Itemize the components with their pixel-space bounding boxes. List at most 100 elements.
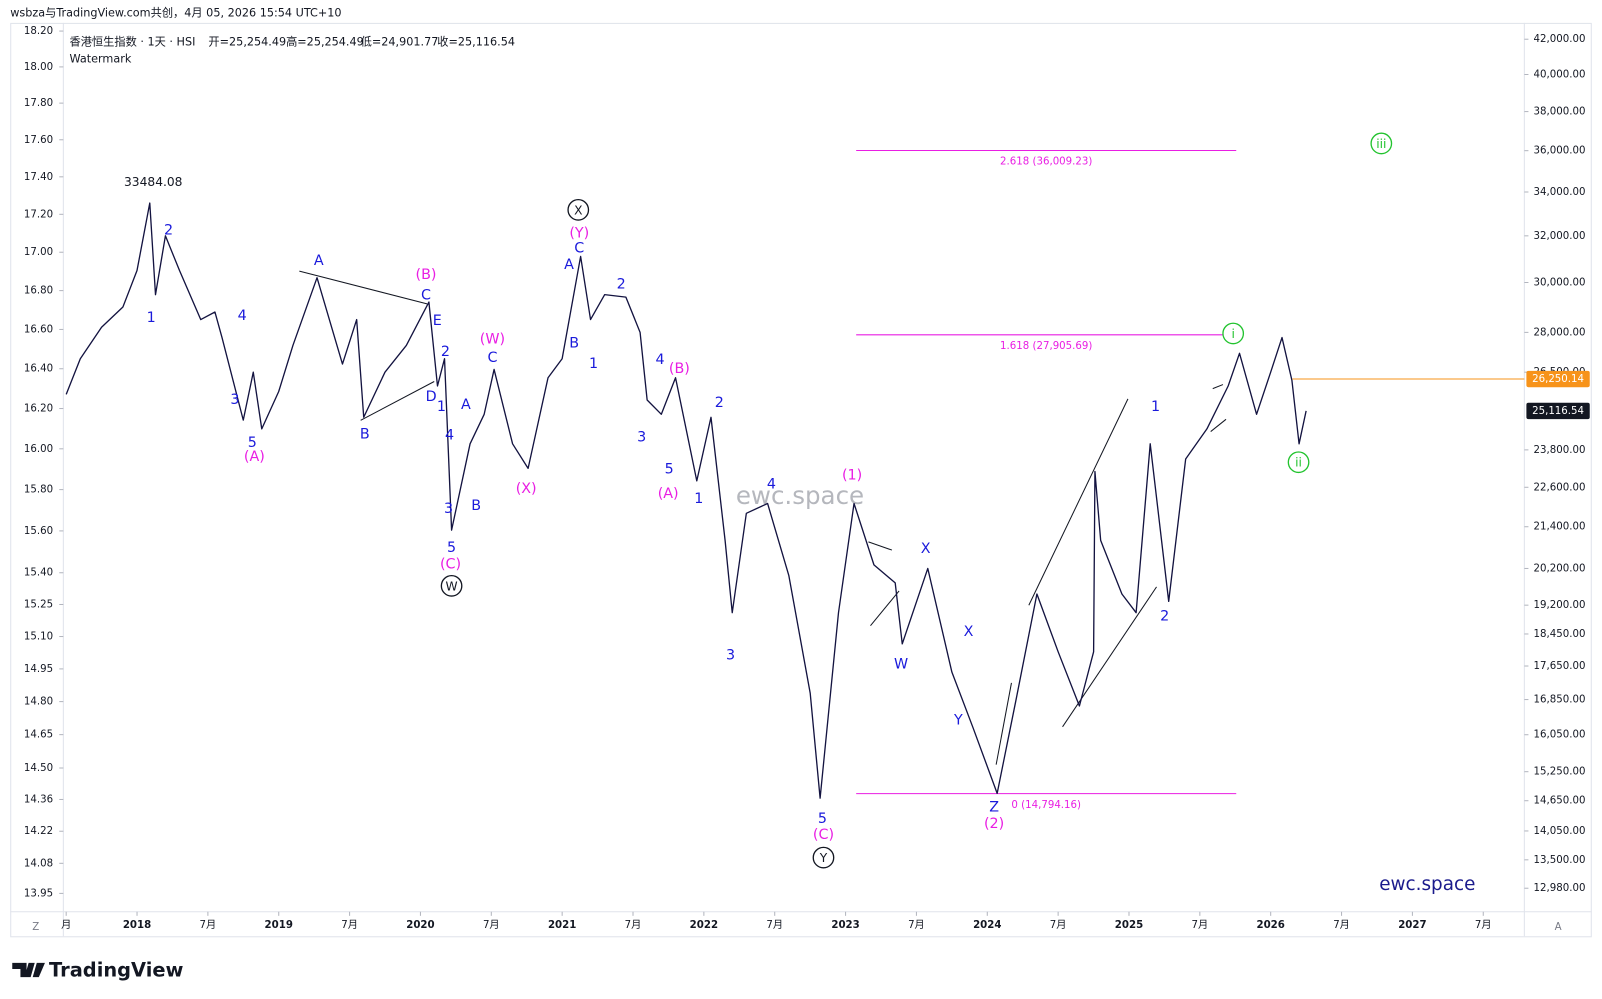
- wave-label: X: [921, 541, 931, 557]
- fib-label: 2.618 (36,009.23): [1000, 157, 1092, 168]
- wave-label: C: [574, 241, 584, 257]
- wave-label: B: [471, 498, 481, 514]
- button[interactable]: A: [1555, 922, 1562, 933]
- wave-label: B: [360, 427, 370, 443]
- y2-tick-label: 14.65: [24, 730, 53, 741]
- button[interactable]: Z: [32, 922, 39, 933]
- wave-label: 2: [715, 395, 724, 411]
- wave-circle: [1370, 132, 1393, 155]
- wave-label: 3: [230, 392, 239, 408]
- wave-label: W: [894, 657, 908, 673]
- x-tick-label: 2023: [831, 920, 859, 931]
- x-tick-label: 7月: [625, 919, 642, 931]
- y2-tick-label: 18.20: [24, 26, 53, 37]
- price-label-box: [1526, 402, 1590, 420]
- wave-label: C: [487, 350, 497, 366]
- wave-label: i: [1231, 327, 1234, 341]
- price-label: 26,250.14: [1532, 374, 1584, 385]
- wave-label: 3: [726, 647, 735, 663]
- y-tick-label: 19,200.00: [1534, 600, 1586, 611]
- ohlc: 收=25,116.54: [437, 34, 515, 48]
- y2-tick-label: 14.08: [24, 858, 53, 869]
- y2-tick-label: 16.60: [24, 324, 53, 335]
- wave-label: Y: [819, 851, 828, 865]
- y2-tick-label: 15.25: [24, 599, 53, 610]
- wave-label: 2: [1160, 608, 1169, 624]
- wave-label: (1): [842, 467, 862, 483]
- wave-label: 4: [655, 352, 664, 368]
- price-label-box: [1526, 370, 1590, 388]
- wave-label: 2: [441, 344, 450, 360]
- wave-label: (C): [440, 556, 461, 572]
- y2-tick-label: 17.60: [24, 135, 53, 146]
- logo-icon: [12, 962, 45, 978]
- wave-label: 3: [637, 430, 646, 446]
- wave-label: 5: [665, 461, 674, 477]
- trendline: [1210, 418, 1227, 432]
- ohlc: 开=25,254.49: [208, 35, 286, 48]
- y-tick-label: 16,850.00: [1534, 695, 1586, 706]
- x-tick-label: 月: [61, 919, 71, 931]
- wave-label: (B): [416, 267, 437, 283]
- price-line: [65, 202, 1307, 799]
- wave-label: D: [426, 389, 437, 405]
- x-tick-label: 7月: [1475, 919, 1492, 931]
- trendline: [870, 590, 900, 627]
- ohlc: 高=25,254.49: [286, 34, 364, 48]
- wave-label: 1: [589, 356, 598, 372]
- wave-circle: [567, 198, 590, 221]
- y-tick-label: 13,500.00: [1534, 855, 1586, 866]
- y2-tick-label: 14.95: [24, 664, 53, 675]
- y-tick-label: 28,000.00: [1534, 327, 1586, 338]
- y2-tick-label: 16.40: [24, 364, 53, 375]
- wave-label: 4: [445, 428, 454, 444]
- trendline: [299, 270, 428, 305]
- y-tick-label: 14,650.00: [1534, 796, 1586, 807]
- trendline: [1212, 384, 1224, 390]
- x-tick-label: 7月: [908, 919, 925, 931]
- logo-text: TradingView: [49, 959, 184, 982]
- wave-label: 1: [694, 491, 703, 507]
- fib-label: 1.618 (27,905.69): [1000, 341, 1092, 352]
- wave-label: (B): [669, 361, 690, 377]
- y-tick-label: 16,050.00: [1534, 730, 1586, 741]
- wave-label: (A): [658, 486, 679, 502]
- wave-label: 5: [447, 540, 456, 556]
- y2-tick-label: 17.00: [24, 247, 53, 258]
- wave-circle: [440, 574, 463, 597]
- wave-label: 4: [238, 308, 247, 324]
- wave-label: 1: [147, 310, 156, 326]
- wave-label: iii: [1376, 137, 1386, 151]
- y-tick-label: 18,450.00: [1534, 629, 1586, 640]
- wave-label: 2: [164, 222, 173, 238]
- wave-label: 1: [437, 399, 446, 415]
- wave-label: (A): [244, 449, 265, 465]
- wave-label: A: [564, 257, 574, 273]
- fib-label: 0 (14,794.16): [1011, 800, 1081, 811]
- y-tick-label: 40,000.00: [1534, 70, 1586, 81]
- x-tick-label: 7月: [200, 919, 217, 931]
- logo: TradingView: [12, 959, 184, 982]
- y2-tick-label: 17.20: [24, 209, 53, 220]
- x-tick-label: 2024: [973, 920, 1001, 931]
- x-tick-label: 2020: [406, 920, 434, 931]
- wave-label: 1: [1151, 399, 1160, 415]
- wave-label: 5: [248, 435, 257, 451]
- x-tick-label: 2025: [1115, 920, 1143, 931]
- y-tick-label: 34,000.00: [1534, 187, 1586, 198]
- y-tick-label: 15,250.00: [1534, 767, 1586, 778]
- header: wsbza与TradingView.com共创，4月 05, 2026 15:5…: [10, 7, 341, 20]
- price-label: 25,116.54: [1532, 406, 1584, 417]
- wave-label: A: [314, 253, 324, 269]
- trendline: [1028, 398, 1129, 606]
- wave-circle: [1287, 451, 1310, 474]
- wave-label: (2): [984, 816, 1004, 832]
- wave-label: (X): [516, 481, 537, 497]
- y2-tick-label: 17.80: [24, 98, 53, 109]
- wave-label: 4: [767, 477, 776, 493]
- wave-label: (W): [480, 332, 505, 348]
- x-tick-label: 2022: [690, 920, 718, 931]
